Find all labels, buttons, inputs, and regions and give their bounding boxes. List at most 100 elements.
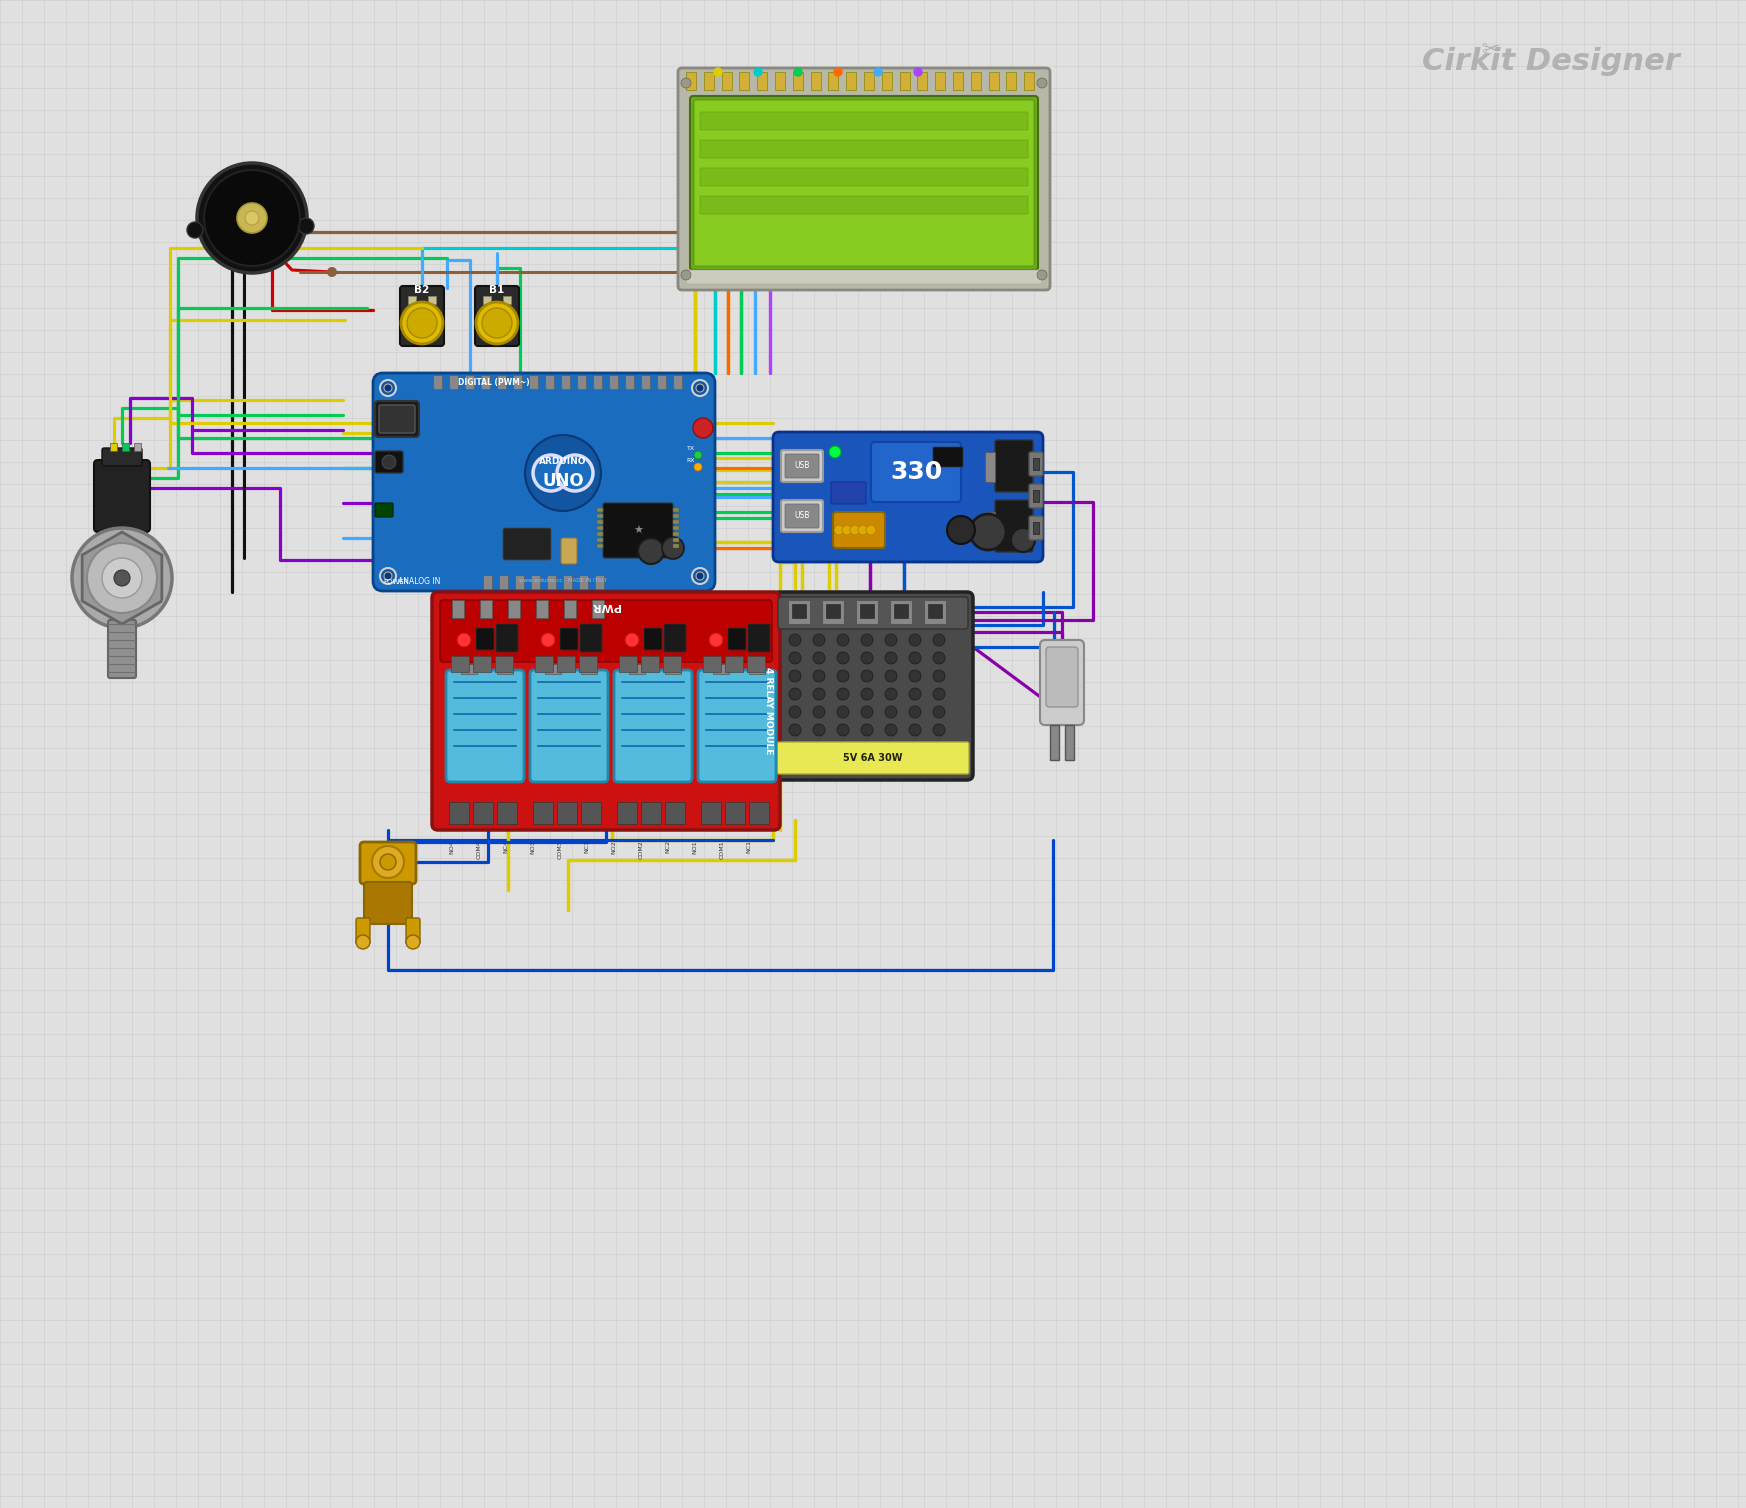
Bar xyxy=(793,72,803,90)
FancyBboxPatch shape xyxy=(871,442,960,502)
Circle shape xyxy=(910,670,920,682)
Text: ★: ★ xyxy=(634,526,643,535)
Bar xyxy=(787,600,810,624)
FancyBboxPatch shape xyxy=(477,627,494,650)
FancyBboxPatch shape xyxy=(700,167,1028,185)
Bar xyxy=(464,375,473,389)
Bar xyxy=(749,664,765,674)
Text: www.arduino.cc - MADE IN ITALY: www.arduino.cc - MADE IN ITALY xyxy=(519,579,608,584)
FancyBboxPatch shape xyxy=(615,670,691,783)
Circle shape xyxy=(101,558,141,599)
Bar xyxy=(665,664,681,674)
FancyBboxPatch shape xyxy=(786,454,819,478)
Circle shape xyxy=(836,742,849,754)
Circle shape xyxy=(482,308,512,338)
Circle shape xyxy=(814,670,826,682)
Circle shape xyxy=(885,742,897,754)
Circle shape xyxy=(382,455,396,469)
FancyBboxPatch shape xyxy=(602,504,672,558)
Circle shape xyxy=(910,651,920,664)
Bar xyxy=(557,802,576,823)
FancyBboxPatch shape xyxy=(531,670,608,783)
Circle shape xyxy=(402,302,443,344)
Bar xyxy=(480,600,492,618)
Bar xyxy=(663,656,681,673)
Circle shape xyxy=(693,451,702,458)
Circle shape xyxy=(299,219,314,234)
Text: USB: USB xyxy=(794,511,810,520)
Circle shape xyxy=(237,204,267,234)
Circle shape xyxy=(789,651,801,664)
Bar xyxy=(899,72,910,90)
Bar xyxy=(1034,490,1039,502)
FancyBboxPatch shape xyxy=(831,483,866,504)
Circle shape xyxy=(814,706,826,718)
Circle shape xyxy=(244,211,258,225)
Bar xyxy=(882,72,892,90)
Bar xyxy=(625,375,634,389)
Circle shape xyxy=(861,633,873,645)
Circle shape xyxy=(1037,270,1048,280)
Bar xyxy=(428,296,436,305)
Bar xyxy=(529,375,538,389)
Bar xyxy=(672,526,679,529)
Bar xyxy=(597,544,602,547)
FancyBboxPatch shape xyxy=(700,112,1028,130)
Circle shape xyxy=(356,935,370,949)
Circle shape xyxy=(932,633,945,645)
Circle shape xyxy=(861,706,873,718)
Circle shape xyxy=(861,688,873,700)
Circle shape xyxy=(835,68,842,75)
Circle shape xyxy=(457,633,471,647)
Circle shape xyxy=(187,222,203,238)
Text: ✂: ✂ xyxy=(1481,41,1500,60)
Circle shape xyxy=(789,670,801,682)
Circle shape xyxy=(861,670,873,682)
Circle shape xyxy=(971,514,1006,550)
Bar xyxy=(409,330,416,338)
FancyBboxPatch shape xyxy=(686,270,1042,284)
Circle shape xyxy=(197,163,307,273)
Bar xyxy=(672,538,679,541)
Bar xyxy=(595,575,604,590)
Circle shape xyxy=(541,633,555,647)
Circle shape xyxy=(526,434,601,511)
FancyBboxPatch shape xyxy=(995,440,1034,492)
Bar xyxy=(122,443,129,451)
Bar xyxy=(641,802,662,823)
FancyBboxPatch shape xyxy=(780,449,822,483)
Bar xyxy=(704,656,721,673)
Bar xyxy=(484,330,491,338)
Circle shape xyxy=(327,267,337,277)
Bar xyxy=(861,605,875,618)
Bar xyxy=(929,605,943,618)
Bar xyxy=(616,802,637,823)
Circle shape xyxy=(789,688,801,700)
Bar xyxy=(534,656,553,673)
Bar xyxy=(580,656,597,673)
Bar xyxy=(597,514,602,519)
Circle shape xyxy=(754,68,761,75)
Circle shape xyxy=(861,651,873,664)
Circle shape xyxy=(913,68,922,75)
Circle shape xyxy=(885,670,897,682)
Circle shape xyxy=(932,706,945,718)
Circle shape xyxy=(885,724,897,736)
FancyBboxPatch shape xyxy=(700,140,1028,158)
Bar xyxy=(581,664,597,674)
Text: TX: TX xyxy=(686,445,695,451)
Bar xyxy=(134,443,141,451)
Circle shape xyxy=(789,724,801,736)
Circle shape xyxy=(850,525,861,535)
Bar xyxy=(822,600,843,624)
Bar xyxy=(597,526,602,529)
Text: COM4: COM4 xyxy=(477,840,482,858)
Circle shape xyxy=(836,706,849,718)
Text: 4 RELAY MODULE: 4 RELAY MODULE xyxy=(763,668,772,754)
Text: ARDUINO: ARDUINO xyxy=(540,457,587,466)
Circle shape xyxy=(384,572,393,581)
Circle shape xyxy=(72,528,173,627)
Text: NO2: NO2 xyxy=(611,840,616,854)
Bar xyxy=(1034,522,1039,534)
FancyBboxPatch shape xyxy=(1028,452,1042,477)
